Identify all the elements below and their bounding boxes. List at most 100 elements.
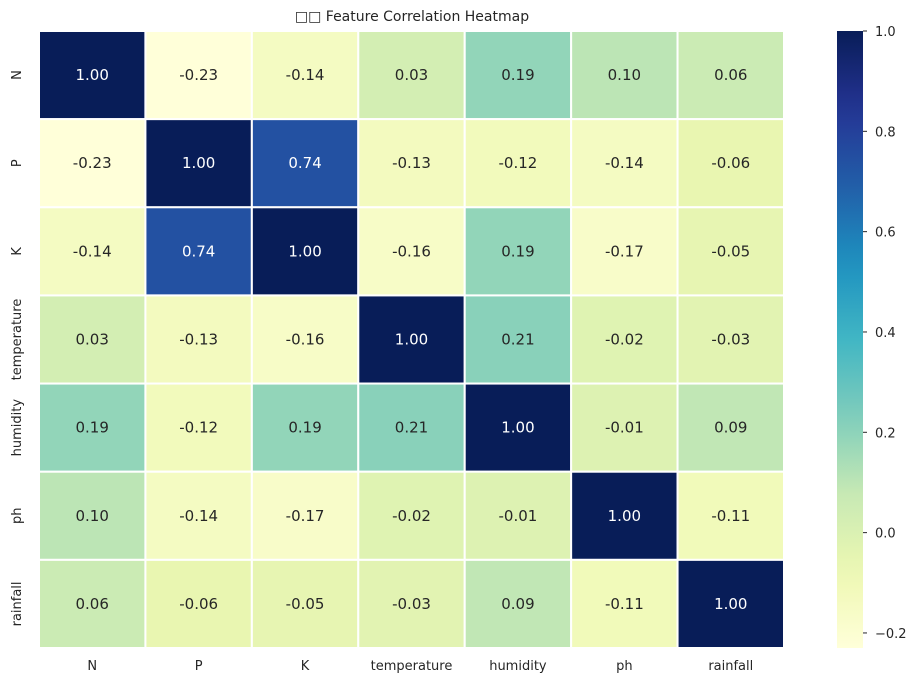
- x-tick-label-rainfall: rainfall: [708, 659, 753, 674]
- heatmap-cells: 1.00 -0.23 -0.14 0.03 0.19 0.10 0.06 -0.23 1.00 0…: [38, 30, 785, 649]
- heatmap-cell-temperature-P: [144, 294, 253, 385]
- colorbar-tick-label: 0.2: [875, 426, 896, 441]
- heatmap-cell-label: -0.02: [605, 331, 644, 349]
- heatmap-cell-label: -0.14: [179, 507, 218, 525]
- heatmap-cell-label: -0.14: [605, 154, 644, 172]
- heatmap-cell-label: -0.02: [392, 507, 431, 525]
- heatmap-cell-K-ph: [570, 206, 679, 297]
- y-tick-label-P: P: [10, 159, 25, 167]
- y-tick-label-rainfall: rainfall: [10, 581, 25, 626]
- heatmap-cell-label: -0.11: [711, 507, 750, 525]
- heatmap-cell-rainfall-rainfall: [676, 558, 785, 649]
- colorbar-tick-label: −0.2: [875, 627, 907, 642]
- y-tick-label-humidity: humidity: [10, 399, 25, 457]
- x-tick-label-temperature: temperature: [371, 659, 453, 674]
- heatmap-cell-temperature-rainfall: [676, 294, 785, 385]
- heatmap-cell-label: 0.06: [76, 595, 109, 613]
- heatmap-cell-label: -0.12: [499, 154, 538, 172]
- heatmap-cell-ph-N: [38, 470, 147, 561]
- x-tick-label-N: N: [87, 659, 97, 674]
- colorbar-tick-label: 0.0: [875, 527, 896, 542]
- heatmap-cell-label: 1.00: [501, 419, 534, 437]
- heatmap-cell-label: -0.12: [179, 419, 218, 437]
- heatmap-cell-label: -0.14: [286, 66, 325, 84]
- heatmap-cell-label: -0.06: [179, 595, 218, 613]
- heatmap-cell-label: 1.00: [76, 66, 109, 84]
- heatmap-cell-P-humidity: [463, 118, 573, 209]
- heatmap-cell-label: -0.16: [286, 331, 325, 349]
- heatmap-cell-N-N: [38, 30, 147, 121]
- heatmap-cell-label: 1.00: [395, 331, 428, 349]
- heatmap-cell-label: -0.13: [392, 154, 431, 172]
- heatmap-cell-label: 0.74: [182, 242, 215, 260]
- heatmap-cell-K-humidity: [463, 206, 573, 297]
- x-tick-label-humidity: humidity: [489, 659, 547, 674]
- colorbar-ticks: −0.2 0.0 0.2 0.4 0.6 0.8 1.0: [863, 25, 907, 642]
- heatmap-cell-label: 1.00: [182, 154, 215, 172]
- heatmap-cell-rainfall-humidity: [463, 558, 573, 649]
- heatmap-cell-label: -0.13: [179, 331, 218, 349]
- x-tick-label-K: K: [301, 659, 310, 674]
- heatmap-cell-N-ph: [570, 30, 679, 121]
- y-tick-label-temperature: temperature: [10, 299, 25, 381]
- heatmap-cell-K-temperature: [357, 206, 466, 297]
- heatmap-cell-K-K: [250, 206, 360, 297]
- heatmap-cell-label: 1.00: [608, 507, 641, 525]
- heatmap-cell-label: -0.23: [179, 66, 218, 84]
- heatmap-cell-label: 1.00: [714, 595, 747, 613]
- x-tick-label-P: P: [195, 659, 203, 674]
- heatmap-cell-label: 0.03: [76, 331, 109, 349]
- heatmap-cell-ph-rainfall: [676, 470, 785, 561]
- heatmap-cell-label: 0.06: [714, 66, 747, 84]
- heatmap-cell-label: -0.11: [605, 595, 644, 613]
- colorbar: [837, 31, 863, 648]
- chart-title: □□ Feature Correlation Heatmap: [295, 9, 529, 25]
- heatmap-cell-P-N: [38, 118, 147, 209]
- heatmap-cell-label: -0.17: [286, 507, 325, 525]
- heatmap-cell-label: 0.10: [76, 507, 109, 525]
- heatmap-cell-label: -0.16: [392, 242, 431, 260]
- heatmap-cell-P-rainfall: [676, 118, 785, 209]
- y-tick-label-K: K: [10, 247, 25, 256]
- heatmap-cell-label: -0.06: [711, 154, 750, 172]
- x-tick-label-ph: ph: [616, 659, 633, 674]
- heatmap-cell-label: 0.19: [501, 66, 534, 84]
- heatmap-cell-humidity-N: [38, 382, 147, 473]
- heatmap-cell-rainfall-N: [38, 558, 147, 649]
- heatmap-cell-label: -0.01: [499, 507, 538, 525]
- heatmap-cell-label: 1.00: [288, 242, 321, 260]
- heatmap-cell-label: 0.10: [608, 66, 641, 84]
- colorbar-tick-label: 1.0: [875, 25, 896, 40]
- heatmap-cell-label: 0.09: [714, 419, 747, 437]
- heatmap-cell-label: -0.23: [73, 154, 112, 172]
- heatmap-cell-label: -0.14: [73, 242, 112, 260]
- heatmap-cell-K-P: [144, 206, 253, 297]
- heatmap-cell-rainfall-K: [250, 558, 360, 649]
- heatmap-cell-ph-humidity: [463, 470, 573, 561]
- y-tick-label-N: N: [10, 70, 25, 80]
- heatmap-cell-label: -0.17: [605, 242, 644, 260]
- colorbar-tick-label: 0.6: [875, 226, 896, 241]
- heatmap-cell-temperature-ph: [570, 294, 679, 385]
- heatmap-cell-label: -0.01: [605, 419, 644, 437]
- heatmap-cell-label: 0.19: [288, 419, 321, 437]
- heatmap-cell-humidity-K: [250, 382, 360, 473]
- heatmap-cell-ph-temperature: [357, 470, 466, 561]
- heatmap-cell-label: 0.21: [395, 419, 428, 437]
- colorbar-tick-label: 0.4: [875, 326, 896, 341]
- heatmap-cell-temperature-N: [38, 294, 147, 385]
- y-tick-label-ph: ph: [10, 508, 25, 525]
- heatmap-cell-label: 0.21: [501, 331, 534, 349]
- heatmap-cell-label: -0.05: [286, 595, 325, 613]
- heatmap-cell-label: 0.19: [76, 419, 109, 437]
- heatmap-cell-label: -0.05: [711, 242, 750, 260]
- heatmap-cell-rainfall-ph: [570, 558, 679, 649]
- heatmap-cell-label: 0.03: [395, 66, 428, 84]
- heatmap-cell-label: 0.19: [501, 242, 534, 260]
- heatmap-cell-rainfall-temperature: [357, 558, 466, 649]
- heatmap-cell-P-K: [250, 118, 360, 209]
- heatmap-cell-ph-P: [144, 470, 253, 561]
